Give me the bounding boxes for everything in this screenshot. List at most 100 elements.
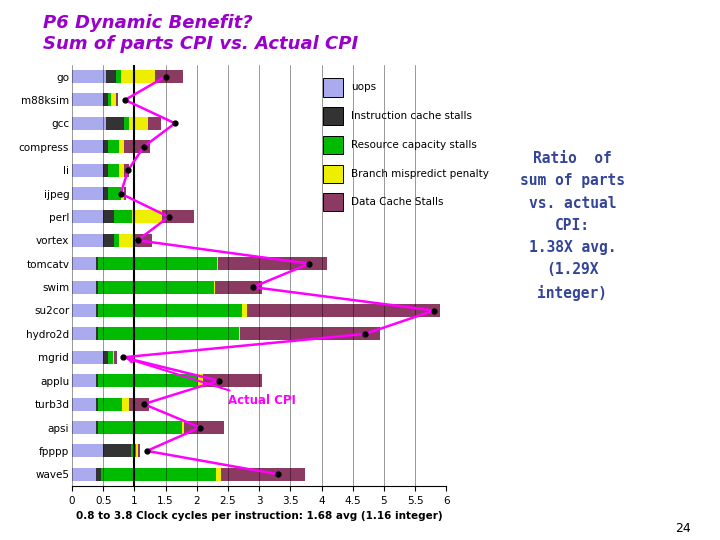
Bar: [103, 140, 107, 153]
Bar: [108, 93, 111, 106]
Bar: [107, 140, 119, 153]
Bar: [72, 140, 103, 153]
Text: Sum of parts CPI vs. Actual CPI: Sum of parts CPI vs. Actual CPI: [43, 35, 359, 53]
Bar: [184, 421, 224, 434]
Bar: [103, 164, 107, 177]
Bar: [72, 304, 96, 317]
Bar: [101, 468, 216, 481]
Bar: [108, 351, 113, 364]
Bar: [129, 117, 148, 130]
Text: Branch mispredict penalty: Branch mispredict penalty: [351, 168, 489, 179]
Text: Data Cache Stalls: Data Cache Stalls: [351, 198, 444, 207]
Bar: [72, 187, 103, 200]
Bar: [72, 93, 103, 106]
Bar: [98, 397, 122, 410]
Bar: [96, 421, 98, 434]
Bar: [98, 374, 198, 387]
Bar: [72, 468, 96, 481]
Bar: [72, 444, 103, 457]
Bar: [96, 397, 98, 410]
Bar: [132, 211, 162, 224]
Bar: [130, 397, 149, 410]
Bar: [182, 421, 184, 434]
FancyBboxPatch shape: [323, 78, 343, 97]
FancyBboxPatch shape: [323, 165, 343, 183]
Bar: [120, 234, 133, 247]
Bar: [136, 444, 138, 457]
Bar: [121, 70, 155, 83]
Bar: [103, 234, 114, 247]
Bar: [124, 187, 126, 200]
Text: Resource capacity stalls: Resource capacity stalls: [351, 140, 477, 150]
Bar: [72, 257, 96, 270]
Bar: [96, 327, 98, 340]
Bar: [72, 327, 96, 340]
Bar: [116, 70, 121, 83]
FancyBboxPatch shape: [323, 193, 343, 212]
Bar: [242, 304, 247, 317]
Bar: [72, 211, 103, 224]
Bar: [72, 397, 96, 410]
Bar: [72, 374, 96, 387]
Bar: [114, 211, 132, 224]
Bar: [131, 444, 136, 457]
Bar: [107, 117, 124, 130]
Bar: [124, 164, 129, 177]
Bar: [218, 257, 327, 270]
Bar: [103, 444, 131, 457]
Bar: [148, 117, 161, 130]
Text: Ratio  of
sum of parts
vs. actual
CPI:
1.38X avg.
(1.29X
integer): Ratio of sum of parts vs. actual CPI: 1.…: [520, 151, 625, 301]
Bar: [96, 468, 101, 481]
Bar: [119, 164, 124, 177]
Bar: [216, 468, 221, 481]
Bar: [72, 351, 103, 364]
Bar: [119, 140, 124, 153]
Text: uops: uops: [351, 83, 376, 92]
Bar: [122, 397, 130, 410]
Bar: [124, 140, 150, 153]
Bar: [113, 351, 114, 364]
Bar: [98, 327, 238, 340]
Bar: [114, 234, 120, 247]
Bar: [96, 281, 98, 294]
Text: P6 Dynamic Benefit?: P6 Dynamic Benefit?: [43, 14, 253, 31]
Bar: [96, 257, 98, 270]
Text: 24: 24: [675, 522, 691, 535]
Bar: [133, 234, 152, 247]
Bar: [238, 327, 240, 340]
Bar: [98, 304, 242, 317]
Bar: [155, 70, 183, 83]
Bar: [240, 327, 380, 340]
Bar: [98, 281, 214, 294]
Bar: [217, 257, 218, 270]
Bar: [111, 93, 116, 106]
Bar: [103, 211, 114, 224]
Text: Actual CPI: Actual CPI: [128, 358, 296, 407]
Bar: [96, 304, 98, 317]
Bar: [72, 117, 107, 130]
Bar: [247, 304, 440, 317]
Text: Instruction cache stalls: Instruction cache stalls: [351, 111, 472, 121]
Bar: [72, 164, 103, 177]
Bar: [221, 468, 305, 481]
Bar: [96, 374, 98, 387]
Bar: [162, 211, 194, 224]
X-axis label: 0.8 to 3.8 Clock cycles per instruction: 1.68 avg (1.16 integer): 0.8 to 3.8 Clock cycles per instruction:…: [76, 511, 443, 521]
Bar: [138, 444, 140, 457]
Bar: [72, 234, 103, 247]
Bar: [103, 93, 108, 106]
Bar: [98, 421, 182, 434]
Bar: [103, 351, 108, 364]
Bar: [72, 421, 96, 434]
Bar: [107, 70, 116, 83]
FancyBboxPatch shape: [323, 107, 343, 125]
Bar: [203, 374, 262, 387]
Bar: [198, 374, 203, 387]
Bar: [72, 70, 107, 83]
Bar: [116, 93, 118, 106]
Bar: [72, 281, 96, 294]
Bar: [114, 351, 117, 364]
Bar: [121, 187, 124, 200]
Bar: [98, 257, 217, 270]
Bar: [107, 187, 121, 200]
